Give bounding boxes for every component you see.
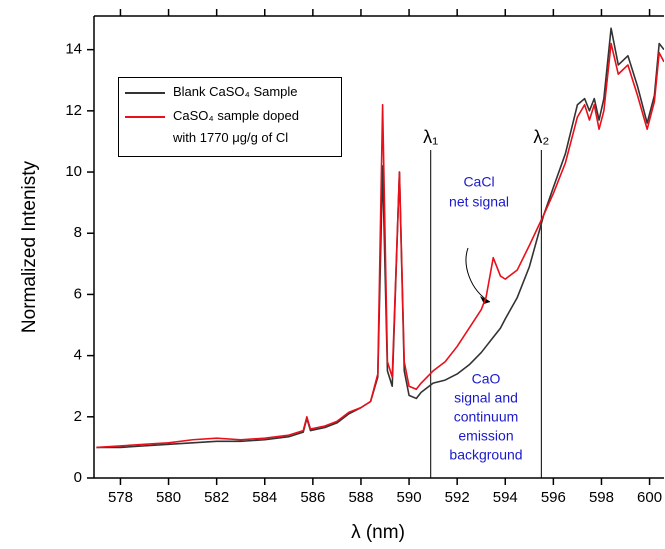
x-tick-label: 584 [252, 489, 277, 506]
y-axis-label: Normalized Intenisty [19, 160, 40, 333]
y-tick-label: 6 [74, 285, 82, 302]
annotation-text: continuum [454, 409, 519, 425]
x-tick-label: 590 [397, 489, 422, 506]
x-tick-label: 582 [204, 489, 229, 506]
series-line [96, 27, 664, 449]
annotation-arrow [465, 247, 491, 303]
y-tick-label: 4 [74, 347, 82, 364]
annotation-text: CaO [472, 371, 501, 387]
legend-label: CaSO₄ sample doped with 1770 μg/g of Cl [173, 108, 299, 145]
x-tick-label: 594 [493, 489, 518, 506]
annotation-text: background [449, 447, 522, 463]
y-tick-label: 2 [74, 408, 82, 425]
legend-swatch [125, 116, 165, 118]
legend-entry: CaSO₄ sample doped with 1770 μg/g of Cl [125, 108, 311, 149]
y-tick-label: 14 [65, 41, 82, 58]
y-tick-label: 10 [65, 163, 82, 180]
legend: Blank CaSO₄ Sample CaSO₄ sample doped wit… [118, 77, 342, 157]
x-axis-label: λ (nm) [351, 522, 405, 543]
x-tick-label: 600 [637, 489, 662, 506]
annotation-text: CaCl [463, 174, 494, 190]
y-tick-label: 12 [65, 102, 82, 119]
x-tick-label: 596 [541, 489, 566, 506]
series-line [96, 42, 664, 449]
legend-swatch [125, 92, 165, 94]
plot-area [96, 27, 664, 449]
y-tick-label: 8 [74, 224, 82, 241]
legend-entry: Blank CaSO₄ Sample [125, 84, 311, 103]
marker-label: λ₂ [533, 127, 549, 147]
x-tick-label: 586 [300, 489, 325, 506]
legend-label: Blank CaSO₄ Sample [173, 84, 298, 99]
y-tick-label: 0 [74, 469, 82, 486]
x-tick-label: 598 [589, 489, 614, 506]
x-tick-label: 588 [348, 489, 373, 506]
annotation-text: emission [458, 428, 513, 444]
marker-label: λ₁ [423, 127, 438, 147]
annotation-text: net signal [449, 194, 509, 210]
x-tick-label: 578 [108, 489, 133, 506]
x-tick-label: 580 [156, 489, 181, 506]
annotation-text: signal and [454, 390, 518, 406]
x-tick-label: 592 [445, 489, 470, 506]
